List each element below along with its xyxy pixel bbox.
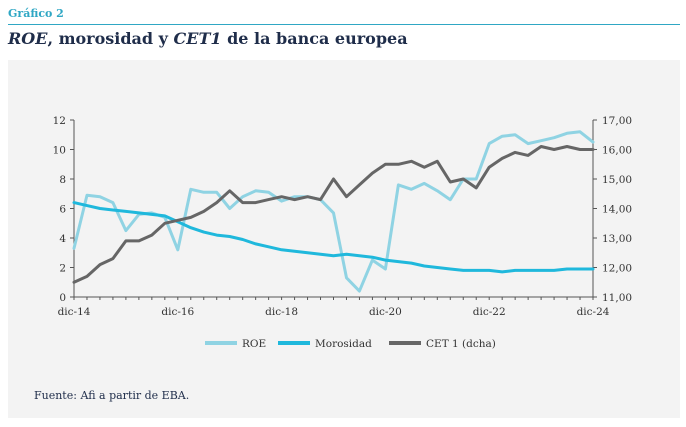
y-right-tick-label: 15,00 [602,174,632,186]
x-tick-label: dic-18 [265,306,298,318]
top-rule [8,24,680,25]
legend-label-roe: ROE [242,338,266,350]
title-roe: ROE [8,29,48,48]
x-tick-label: dic-14 [58,306,91,318]
y-left-tick-label: 10 [53,145,66,157]
source-note: Fuente: Afi a partir de EBA. [34,389,190,402]
series-cet1-line [72,145,595,284]
title-text-a: , morosidad y [47,29,174,48]
y-left-tick-label: 2 [59,263,66,275]
y-left-tick-label: 6 [59,204,66,216]
y-right-tick-label: 12,00 [602,263,632,275]
x-tick-label: dic-20 [369,306,402,318]
y-left-tick-label: 4 [59,233,66,245]
y-right-tick-label: 14,00 [602,204,632,216]
legend-label-morosidad: Morosidad [315,338,372,350]
figure-label: Gráfico 2 [8,7,64,20]
chart-svg: 0 2 4 6 8 10 12 11,00 12,00 13,00 14,00 15,00 16,00 1… [53,115,632,350]
chart-panel: 0 2 4 6 8 10 12 11,00 12,00 13,00 14,00 15,00 16,00 1… [8,60,680,418]
y-left-tick-label: 0 [59,292,66,304]
y-right-tick-label: 11,00 [602,292,632,304]
title-cet1: CET1 [173,29,222,48]
x-tick-label: dic-16 [161,306,194,318]
legend-label-cet1: CET 1 (dcha) [426,338,496,350]
chart-title: ROE, morosidad y CET1 de la banca europe… [8,29,408,48]
x-tick-label: dic-22 [473,306,506,318]
y-left-tick-label: 12 [53,115,66,127]
series-roe-line [72,130,595,293]
y-right-tick-label: 17,00 [602,115,632,127]
series-morosidad-line [72,201,595,274]
title-text-b: de la banca europea [221,29,408,48]
y-right-tick-label: 13,00 [602,233,632,245]
y-left-tick-label: 8 [59,174,66,186]
x-tick-label: dic-24 [577,306,610,318]
y-right-tick-label: 16,00 [602,145,632,157]
